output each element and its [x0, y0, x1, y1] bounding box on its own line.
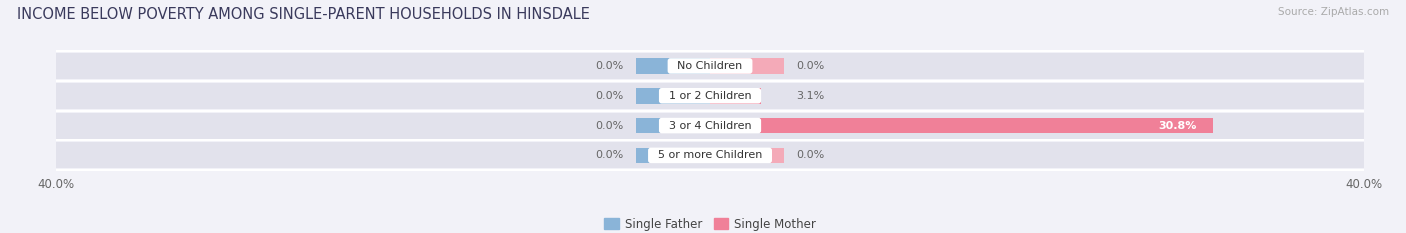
- Text: 0.0%: 0.0%: [595, 150, 623, 160]
- Bar: [56, 113, 1364, 139]
- Text: 3 or 4 Children: 3 or 4 Children: [662, 120, 758, 130]
- Bar: [56, 53, 1364, 79]
- Text: INCOME BELOW POVERTY AMONG SINGLE-PARENT HOUSEHOLDS IN HINSDALE: INCOME BELOW POVERTY AMONG SINGLE-PARENT…: [17, 7, 589, 22]
- Text: Source: ZipAtlas.com: Source: ZipAtlas.com: [1278, 7, 1389, 17]
- Bar: [637, 148, 710, 163]
- Text: 3.1%: 3.1%: [797, 91, 825, 101]
- Bar: [710, 118, 1213, 133]
- Bar: [56, 83, 1364, 109]
- Text: 0.0%: 0.0%: [595, 61, 623, 71]
- Text: No Children: No Children: [671, 61, 749, 71]
- Bar: [56, 142, 1364, 168]
- Text: 0.0%: 0.0%: [595, 120, 623, 130]
- Text: 0.0%: 0.0%: [797, 150, 825, 160]
- Text: 0.0%: 0.0%: [595, 91, 623, 101]
- Bar: [710, 58, 783, 74]
- Bar: [637, 58, 710, 74]
- Text: 30.8%: 30.8%: [1159, 120, 1197, 130]
- Bar: [710, 148, 783, 163]
- Text: 5 or more Children: 5 or more Children: [651, 150, 769, 160]
- Bar: [637, 118, 710, 133]
- Bar: [710, 88, 761, 103]
- Bar: [637, 88, 710, 103]
- Text: 0.0%: 0.0%: [797, 61, 825, 71]
- Legend: Single Father, Single Mother: Single Father, Single Mother: [600, 213, 820, 233]
- Text: 1 or 2 Children: 1 or 2 Children: [662, 91, 758, 101]
